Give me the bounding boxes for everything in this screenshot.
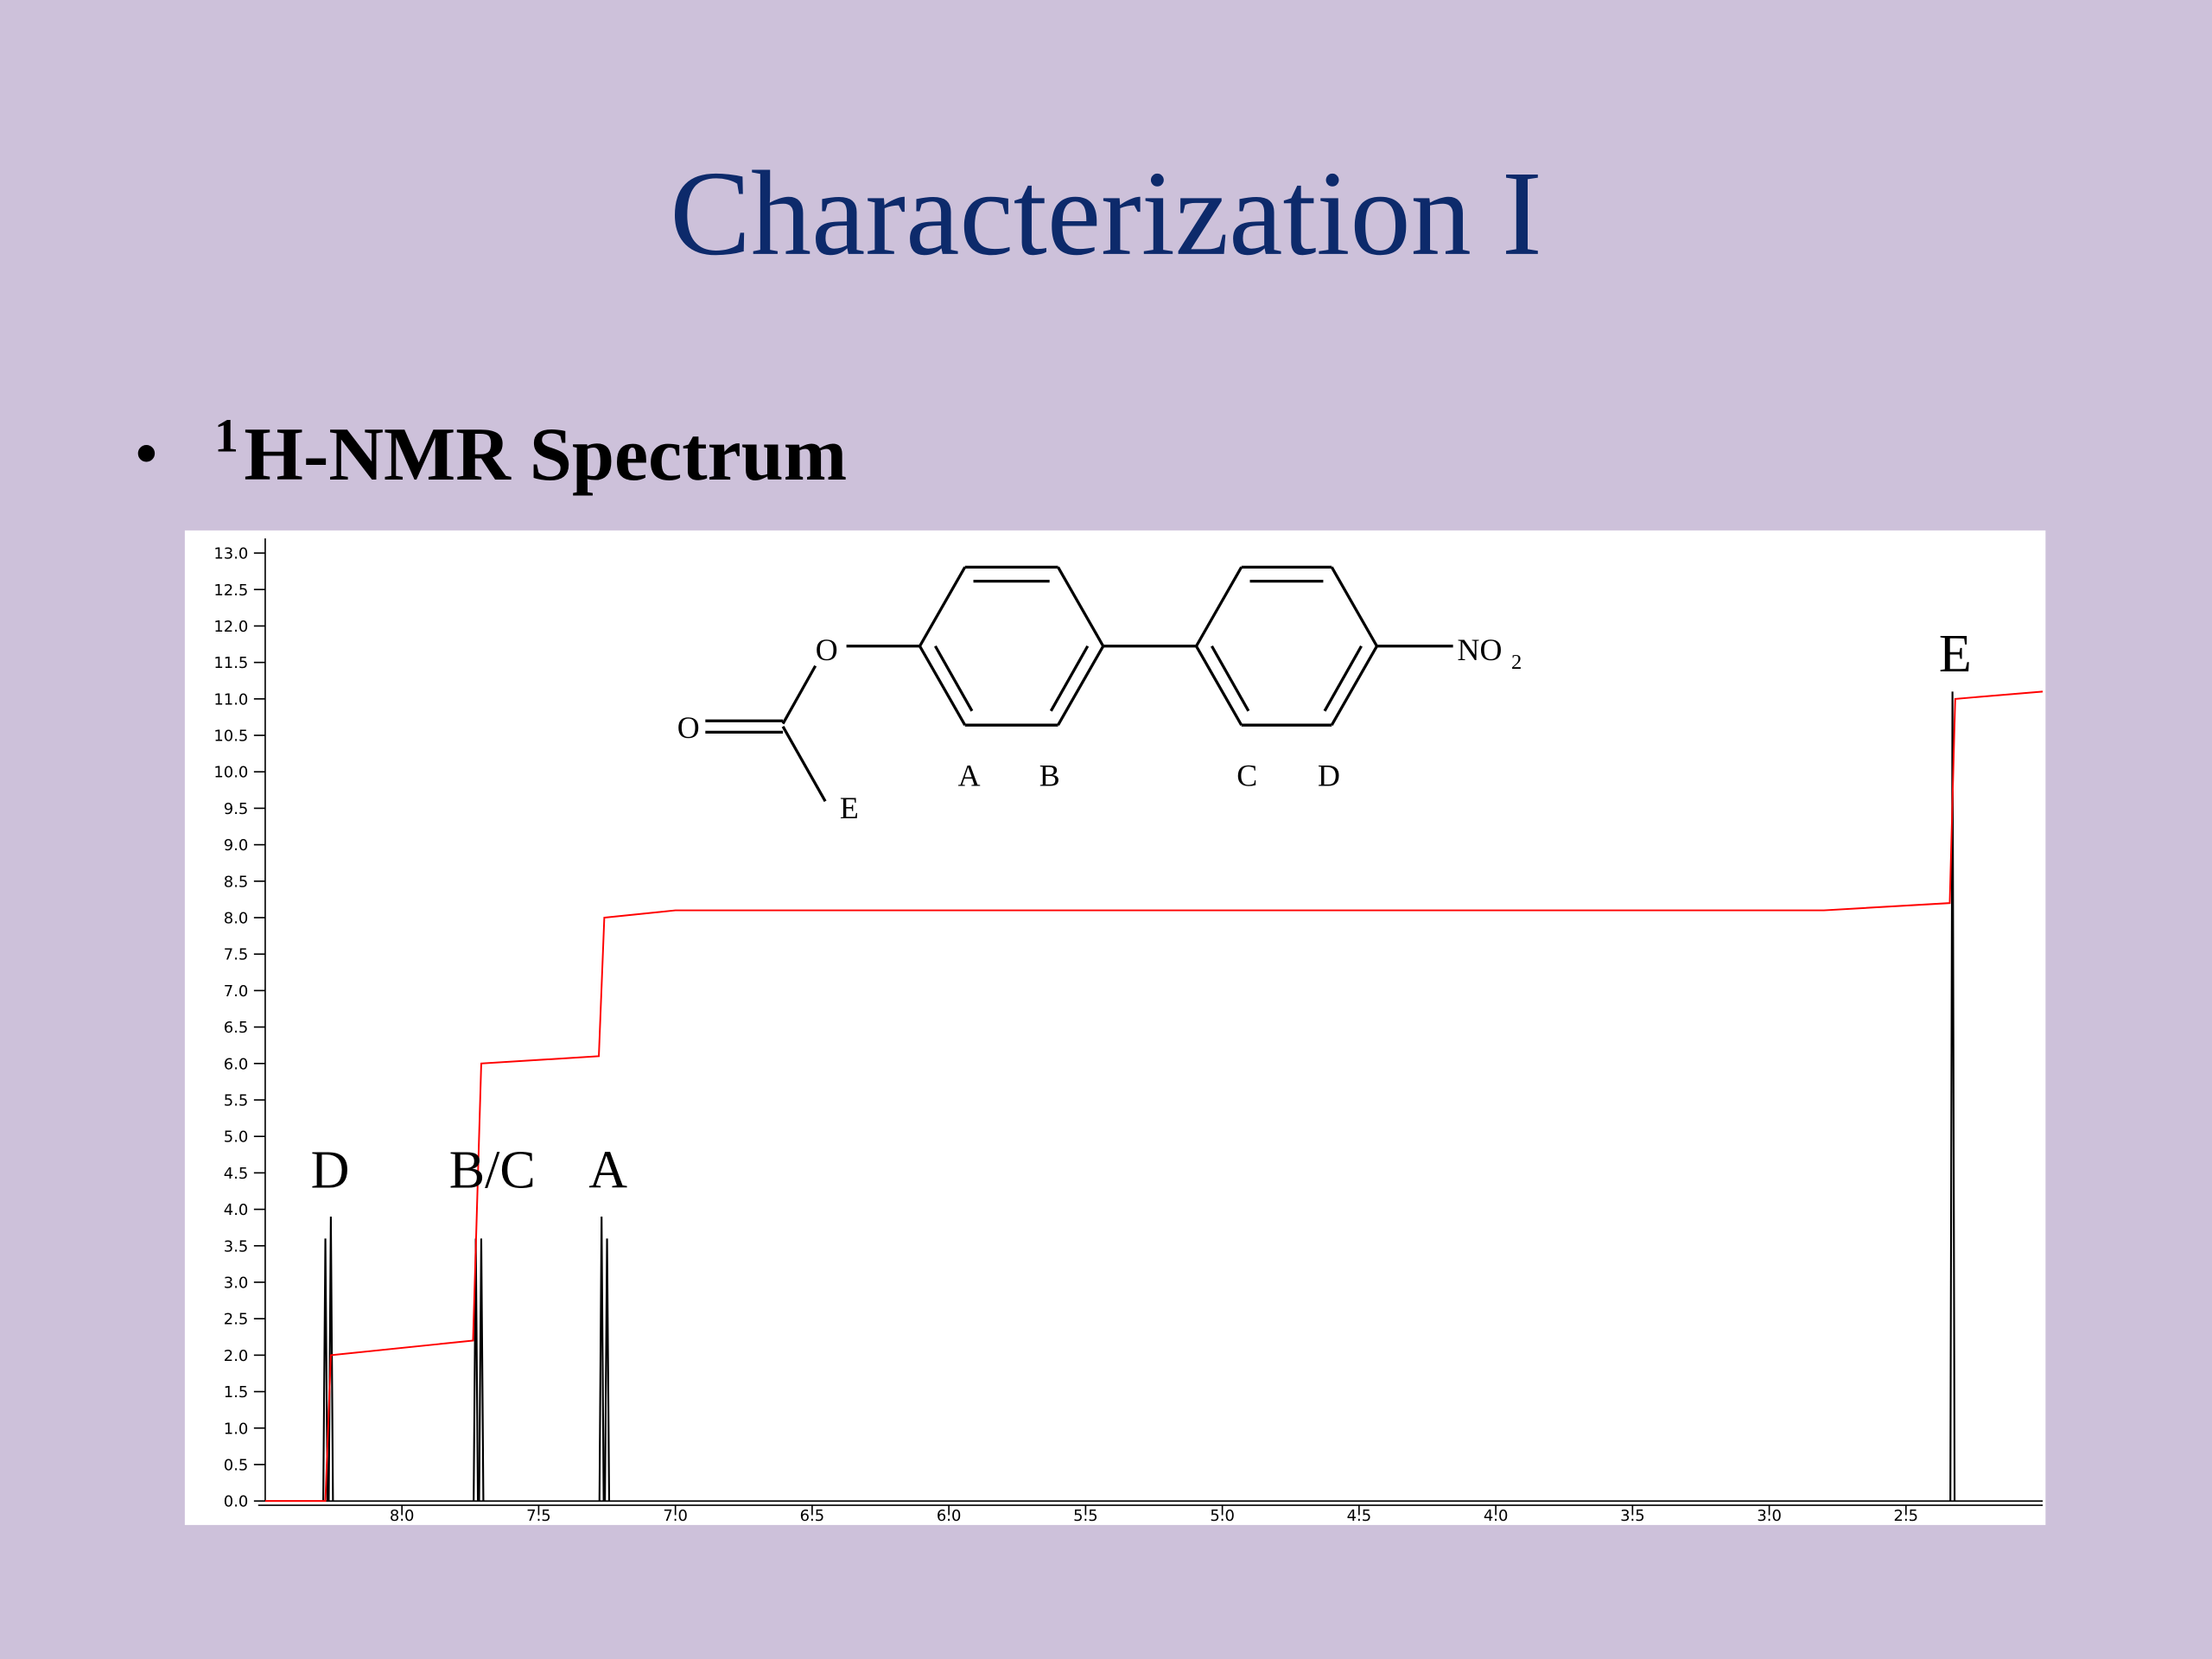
structure: O O E A B C D NO 2 xyxy=(677,565,1522,825)
peak xyxy=(322,1238,329,1502)
y-tick-label: 12.5 xyxy=(213,582,248,600)
proton-label: C xyxy=(1236,758,1257,792)
bullet: • xyxy=(134,414,159,493)
proton-label: B xyxy=(1039,758,1060,792)
x-tick-label: 4.0 xyxy=(1484,1507,1509,1525)
y-tick-label: 6.0 xyxy=(224,1055,249,1073)
y-tick-label: 11.5 xyxy=(213,654,248,672)
proton-label: A xyxy=(958,758,981,792)
bond xyxy=(934,645,974,712)
y-tick-label: 0.0 xyxy=(224,1493,249,1511)
proton-label: D xyxy=(1318,758,1340,792)
y-tick-label: 1.0 xyxy=(224,1420,249,1438)
y-tick-label: 8.0 xyxy=(224,910,249,928)
peak-label: B/C xyxy=(449,1141,536,1200)
bond xyxy=(1195,566,1243,647)
y-tick-label: 1.5 xyxy=(224,1383,249,1402)
bond xyxy=(918,566,967,647)
y-tick-label: 10.0 xyxy=(213,764,248,782)
bond xyxy=(1323,645,1363,712)
bond xyxy=(781,726,827,803)
bond xyxy=(1049,645,1090,712)
y-tick-label: 7.0 xyxy=(224,982,249,1001)
peak-label: D xyxy=(311,1141,350,1200)
x-tick-label: 5.0 xyxy=(1210,1507,1235,1525)
x-tick-label: 6.5 xyxy=(800,1507,825,1525)
y-tick-label: 9.0 xyxy=(224,836,249,855)
y-tick-label: 9.5 xyxy=(224,800,249,818)
x-tick-label: 3.5 xyxy=(1620,1507,1645,1525)
y-tick-label: 6.5 xyxy=(224,1019,249,1037)
x-tick-label: 5.5 xyxy=(1073,1507,1098,1525)
y-tick-label: 4.0 xyxy=(224,1201,249,1219)
y-tick-label: 12.0 xyxy=(213,618,248,636)
x-tick-label: 7.5 xyxy=(526,1507,551,1525)
x-tick-label: 6.0 xyxy=(937,1507,962,1525)
atom-subscript: 2 xyxy=(1511,651,1522,674)
y-tick-label: 2.5 xyxy=(224,1311,249,1329)
peak xyxy=(478,1238,485,1502)
bond xyxy=(1057,566,1105,647)
peak xyxy=(598,1217,605,1502)
bond xyxy=(1211,645,1250,712)
bond xyxy=(781,664,817,725)
x-tick-label: 7.0 xyxy=(663,1507,688,1525)
y-tick-label: 8.5 xyxy=(224,873,249,891)
chart-area xyxy=(184,530,2046,1525)
bond xyxy=(1330,566,1378,647)
y-tick-label: 5.5 xyxy=(224,1092,249,1110)
y-tick-label: 10.5 xyxy=(213,728,248,746)
y-tick-label: 13.0 xyxy=(213,545,248,563)
atom-label: E xyxy=(840,791,859,825)
bond xyxy=(1330,645,1378,726)
atom-label: NO xyxy=(1458,632,1503,667)
bond xyxy=(918,645,967,726)
y-tick-label: 7.5 xyxy=(224,946,249,964)
slide-title: Characterization I xyxy=(670,147,1541,281)
y-tick-label: 3.5 xyxy=(224,1237,249,1255)
y-tick-label: 2.0 xyxy=(224,1347,249,1365)
y-tick-label: 5.0 xyxy=(224,1128,249,1147)
x-tick-label: 8.0 xyxy=(390,1507,415,1525)
peak-label: A xyxy=(588,1141,627,1200)
atom-label: O xyxy=(677,710,700,745)
atom-label: O xyxy=(816,632,838,667)
y-tick-label: 3.0 xyxy=(224,1274,249,1293)
peak xyxy=(604,1238,611,1502)
x-tick-label: 4.5 xyxy=(1347,1507,1372,1525)
peak xyxy=(1949,691,1956,1502)
integral-curve xyxy=(264,690,2044,1503)
bond xyxy=(1195,645,1243,726)
x-tick-label: 3.0 xyxy=(1757,1507,1782,1525)
y-tick-label: 11.0 xyxy=(213,690,248,709)
y-tick-label: 4.5 xyxy=(224,1165,249,1183)
superscript: 1 xyxy=(214,410,238,462)
y-tick-label: 0.5 xyxy=(224,1456,249,1474)
bond xyxy=(1057,645,1105,726)
peak-label: E xyxy=(1939,625,1972,683)
x-tick-label: 2.5 xyxy=(1894,1507,1919,1525)
bullet-text: H-NMR Spectrum xyxy=(244,412,847,497)
